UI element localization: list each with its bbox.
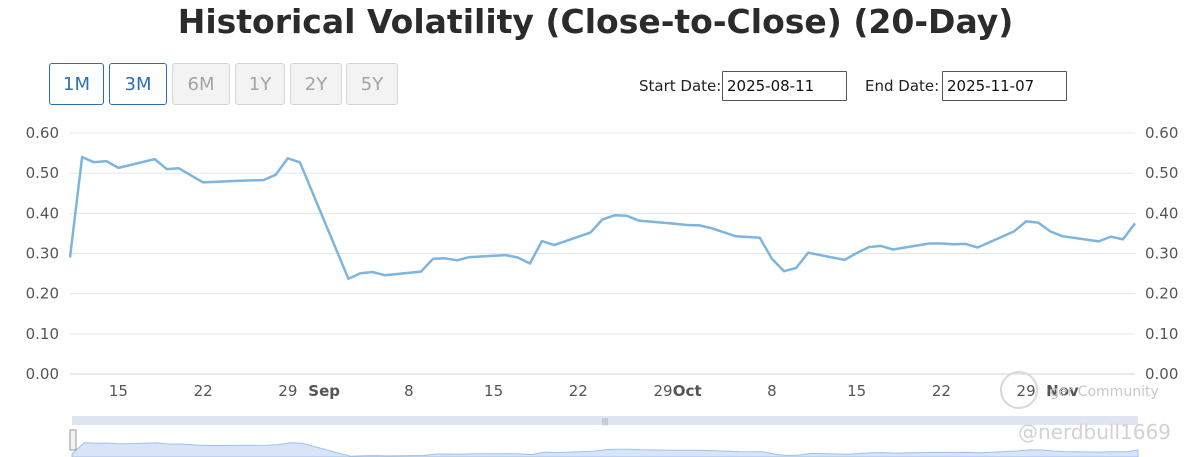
- volatility-series-line: [68, 155, 1136, 281]
- watermark-logo-icon: [1000, 371, 1038, 409]
- x-tick-label: 22: [932, 382, 951, 400]
- y-tick-label-right: 0.30: [1145, 245, 1178, 263]
- y-tick-label-left: 0.50: [26, 164, 59, 182]
- x-tick-label: 8: [767, 382, 777, 400]
- range-button-5y[interactable]: 5Y: [346, 63, 398, 105]
- navigator-grip-icon[interactable]: |||: [602, 417, 608, 426]
- start-date-label: Start Date:: [639, 77, 722, 95]
- x-tick-label: 29: [653, 382, 672, 400]
- watermark-handle: @nerdbull1669: [1018, 420, 1171, 444]
- y-axis-right: 0.00 0.10 0.20 0.30 0.40 0.50 0.60: [1145, 124, 1178, 383]
- x-tick-label: Nov: [1046, 382, 1079, 400]
- x-tick-label: 15: [847, 382, 866, 400]
- y-tick-label-left: 0.00: [26, 365, 59, 383]
- y-axis-left: 0.00 0.10 0.20 0.30 0.40 0.50 0.60: [26, 124, 59, 383]
- y-tick-label-left: 0.10: [26, 325, 59, 343]
- y-tick-label-right: 0.00: [1145, 365, 1178, 383]
- range-button-2y[interactable]: 2Y: [290, 63, 342, 105]
- navigator[interactable]: |||: [69, 416, 1139, 457]
- y-tick-label-right: 0.10: [1145, 325, 1178, 343]
- navigator-scrollbar[interactable]: [72, 416, 1138, 425]
- y-tick-label-left: 0.40: [26, 204, 59, 222]
- watermark-community: ger Community: [1050, 384, 1159, 400]
- y-tick-label-right: 0.40: [1145, 204, 1178, 222]
- y-tick-label-left: 0.20: [26, 285, 59, 303]
- y-tick-label-left: 0.60: [26, 124, 59, 142]
- chart-title: Historical Volatility (Close-to-Close) (…: [177, 2, 1014, 41]
- range-button-1m[interactable]: 1M: [49, 63, 104, 105]
- navigator-handle-left[interactable]: [69, 429, 77, 451]
- x-tick-label: 22: [569, 382, 588, 400]
- grid-lines: [70, 132, 1135, 375]
- x-axis: 15 22 29 Sep 8 15 22 29 Oct 8 15 22 29 Nov: [109, 382, 1079, 400]
- x-tick-label: 8: [404, 382, 414, 400]
- x-tick-label: Oct: [673, 382, 702, 400]
- x-tick-label: Sep: [308, 382, 340, 400]
- x-tick-label: 15: [484, 382, 503, 400]
- y-tick-label-left: 0.30: [26, 245, 59, 263]
- range-button-1y[interactable]: 1Y: [235, 63, 285, 105]
- navigator-area: [71, 442, 1139, 457]
- x-tick-label: 15: [109, 382, 128, 400]
- range-button-3m[interactable]: 3M: [109, 63, 167, 105]
- end-date-label: End Date:: [865, 77, 940, 95]
- end-date-input[interactable]: [942, 71, 1067, 101]
- range-button-6m[interactable]: 6M: [172, 63, 230, 105]
- y-tick-label-right: 0.50: [1145, 164, 1178, 182]
- y-tick-label-right: 0.60: [1145, 124, 1178, 142]
- x-tick-label: 29: [278, 382, 297, 400]
- start-date-input[interactable]: [722, 71, 847, 101]
- x-tick-label: 22: [194, 382, 213, 400]
- y-tick-label-right: 0.20: [1145, 285, 1178, 303]
